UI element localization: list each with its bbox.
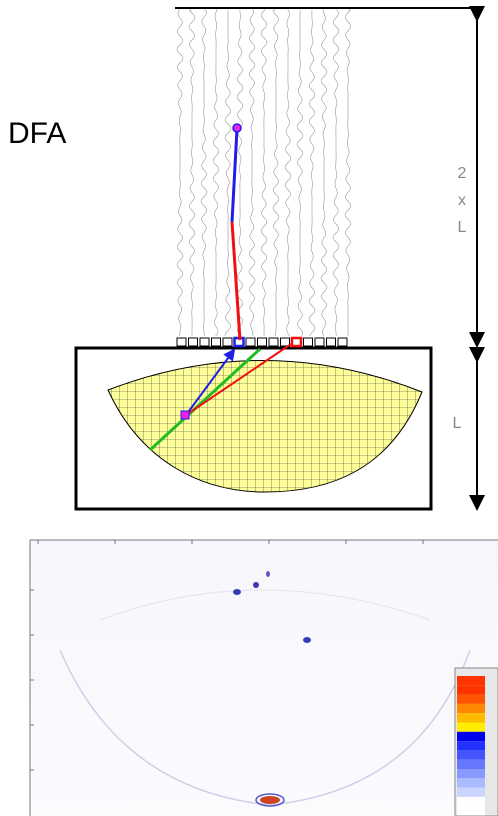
- trace: [321, 10, 327, 336]
- array-element: [200, 338, 209, 346]
- trace: [189, 10, 195, 336]
- color-swatch: [457, 732, 485, 741]
- trace: [201, 10, 207, 336]
- array-element: [246, 338, 255, 346]
- transducer-array: [177, 338, 347, 346]
- array-element: [338, 338, 347, 346]
- array-element: [189, 338, 198, 346]
- trace: [333, 10, 339, 336]
- image-panel: [30, 540, 498, 816]
- trace: [273, 10, 279, 336]
- dim-label: x: [458, 192, 466, 209]
- color-swatch: [457, 788, 485, 797]
- focal-point: [181, 411, 189, 419]
- title: DFA: [8, 117, 66, 150]
- ray: [232, 222, 240, 340]
- dim-label: 2: [458, 165, 467, 182]
- array-element: [269, 338, 278, 346]
- image-spot: [260, 796, 280, 804]
- imaging-region: [108, 360, 422, 492]
- color-swatch: [457, 695, 485, 704]
- color-swatch: [457, 778, 485, 787]
- color-swatch: [457, 741, 485, 750]
- dim-label: L: [458, 219, 467, 236]
- array-element: [223, 338, 232, 346]
- array-element: [315, 338, 324, 346]
- trace: [345, 10, 351, 336]
- color-swatch: [457, 769, 485, 778]
- diagram: DFA 2 x L L: [0, 0, 498, 816]
- image-spot: [233, 589, 241, 595]
- source-point: [233, 124, 241, 132]
- color-swatch: [457, 723, 485, 732]
- color-swatch: [457, 704, 485, 713]
- color-bar: [455, 668, 498, 816]
- array-element: [327, 338, 336, 346]
- trace: [285, 10, 291, 336]
- trace: [177, 10, 183, 336]
- trace: [225, 10, 231, 336]
- color-swatch: [457, 806, 485, 815]
- trace: [237, 10, 243, 336]
- array-element: [212, 338, 221, 346]
- trace: [261, 10, 267, 336]
- waveform-traces: [177, 10, 351, 336]
- trace: [297, 10, 303, 336]
- dim-label: L: [453, 415, 462, 432]
- trace: [249, 10, 255, 336]
- color-swatch: [457, 713, 485, 722]
- trace: [213, 10, 219, 336]
- array-element: [177, 338, 186, 346]
- image-spot: [266, 571, 270, 577]
- color-swatch: [457, 760, 485, 769]
- color-swatch: [457, 750, 485, 759]
- array-element: [258, 338, 267, 346]
- array-element: [292, 338, 301, 346]
- ray: [232, 129, 237, 222]
- color-swatch: [457, 676, 485, 685]
- image-spot: [253, 582, 259, 588]
- array-element: [304, 338, 313, 346]
- image-spot: [303, 637, 311, 643]
- color-swatch: [457, 685, 485, 694]
- color-swatch: [457, 797, 485, 806]
- trace: [309, 10, 315, 336]
